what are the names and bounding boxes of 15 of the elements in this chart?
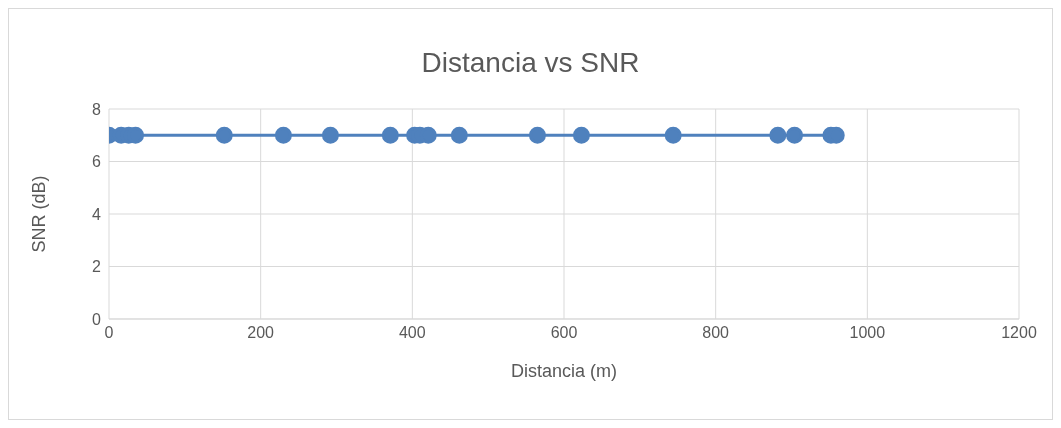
chart-title: Distancia vs SNR: [420, 47, 641, 79]
y-axis-title: SNR (dB): [29, 175, 50, 253]
x-tick-label: 1000: [849, 324, 886, 342]
y-tick-label: 0: [92, 310, 102, 328]
y-tick-label: 2: [92, 258, 102, 276]
x-tick-label: 1200: [1001, 324, 1037, 342]
y-tick-label: 4: [92, 205, 102, 223]
x-tick-label: 400: [398, 324, 426, 342]
x-tick-label: 800: [702, 324, 730, 342]
x-tick-label: 600: [550, 324, 578, 342]
x-tick-label: 200: [247, 324, 275, 342]
x-axis-title: Distancia (m): [510, 361, 618, 381]
y-tick-label: 6: [92, 153, 102, 171]
x-tick-label: 0: [104, 324, 114, 342]
y-tick-label: 8: [92, 100, 102, 118]
